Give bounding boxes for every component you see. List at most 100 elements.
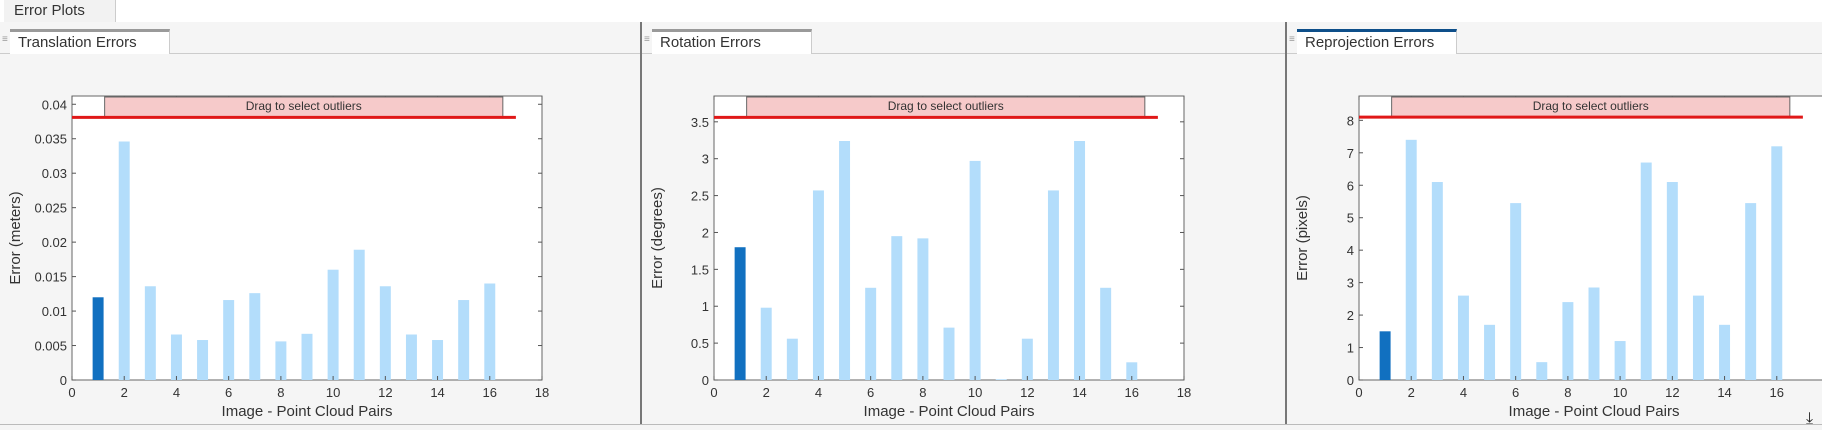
- bar-5[interactable]: [839, 140, 851, 380]
- bar-8[interactable]: [1562, 302, 1574, 380]
- bar-6[interactable]: [223, 300, 235, 380]
- bar-8[interactable]: [917, 238, 929, 380]
- panel-divider[interactable]: [640, 22, 642, 424]
- panel-divider[interactable]: [1285, 22, 1287, 424]
- tab-rotation-errors[interactable]: Rotation Errors: [652, 29, 812, 54]
- bar-4[interactable]: [812, 190, 824, 380]
- y-tick-label: 0.5: [691, 336, 709, 351]
- x-tick-label: 2: [1408, 385, 1415, 400]
- bar-4[interactable]: [170, 334, 182, 380]
- y-tick-label: 0.02: [42, 235, 67, 250]
- y-tick-label: 1: [1347, 341, 1354, 356]
- bar-13[interactable]: [1047, 190, 1059, 380]
- x-tick-label: 6: [1512, 385, 1519, 400]
- bar-12[interactable]: [1666, 182, 1678, 380]
- bar-16[interactable]: [484, 283, 496, 380]
- bar-1[interactable]: [1379, 331, 1391, 380]
- bar-10[interactable]: [1614, 341, 1626, 380]
- x-tick-label: 0: [1355, 385, 1362, 400]
- bar-16[interactable]: [1126, 362, 1138, 380]
- translation-errors-panel: ≡ Translation Errors 0 2 4 6 8 10 12 14 16 18 0 0.0…: [0, 22, 640, 424]
- y-axis-label: Error (pixels): [1294, 195, 1311, 281]
- bar-4[interactable]: [1457, 295, 1469, 380]
- x-tick-label: 14: [1717, 385, 1731, 400]
- bar-14[interactable]: [1074, 140, 1086, 380]
- bar-1[interactable]: [734, 247, 746, 380]
- y-tick-label: 2.5: [691, 189, 709, 204]
- bar-7[interactable]: [249, 293, 261, 380]
- bar-7[interactable]: [1536, 362, 1548, 380]
- y-tick-label: 1.5: [691, 262, 709, 277]
- y-tick-label: 0.03: [42, 166, 67, 181]
- y-tick-label: 7: [1347, 146, 1354, 161]
- bar-9[interactable]: [1588, 287, 1600, 380]
- bar-5[interactable]: [1484, 324, 1496, 380]
- download-icon[interactable]: ⤓: [1806, 410, 1814, 427]
- x-tick-label: 14: [1072, 385, 1086, 400]
- bar-10[interactable]: [969, 160, 981, 380]
- x-tick-label: 0: [68, 385, 75, 400]
- tab-reprojection-errors[interactable]: Reprojection Errors: [1297, 29, 1457, 54]
- bar-9[interactable]: [943, 327, 955, 380]
- bar-7[interactable]: [891, 236, 903, 380]
- bar-15[interactable]: [1745, 203, 1757, 380]
- bar-2[interactable]: [1405, 139, 1417, 380]
- tab-translation-errors[interactable]: Translation Errors: [10, 29, 170, 54]
- y-tick-label: 4: [1347, 243, 1354, 258]
- bar-9[interactable]: [301, 333, 313, 380]
- bar-8[interactable]: [275, 341, 287, 380]
- bar-15[interactable]: [458, 300, 470, 380]
- bar-3[interactable]: [144, 286, 156, 380]
- bar-6[interactable]: [1510, 203, 1522, 380]
- bar-12[interactable]: [1021, 338, 1033, 380]
- bar-11[interactable]: [995, 379, 1007, 380]
- x-tick-label: 2: [121, 385, 128, 400]
- drag-outlier-label: Drag to select outliers: [246, 99, 362, 113]
- bar-5[interactable]: [197, 340, 209, 380]
- bar-11[interactable]: [353, 249, 365, 380]
- bar-13[interactable]: [405, 334, 417, 380]
- x-tick-label: 16: [1125, 385, 1139, 400]
- x-tick-label: 8: [919, 385, 926, 400]
- bar-16[interactable]: [1771, 146, 1783, 380]
- x-axis-label: Image - Point Cloud Pairs: [222, 403, 393, 420]
- x-axis-label: Image - Point Cloud Pairs: [1509, 403, 1680, 420]
- x-tick-label: 6: [225, 385, 232, 400]
- y-axis-label: Error (degrees): [649, 187, 666, 289]
- x-axis-label: Image - Point Cloud Pairs: [864, 403, 1035, 420]
- bar-3[interactable]: [786, 338, 798, 380]
- bar-10[interactable]: [327, 269, 339, 380]
- bar-11[interactable]: [1640, 162, 1652, 380]
- x-tick-label: 18: [1177, 385, 1191, 400]
- y-tick-label: 3.5: [691, 115, 709, 130]
- bar-2[interactable]: [118, 141, 130, 380]
- bar-14[interactable]: [1719, 324, 1731, 380]
- bar-6[interactable]: [865, 287, 877, 380]
- y-tick-label: 0.035: [34, 132, 67, 147]
- y-tick-label: 1: [702, 299, 709, 314]
- bar-14[interactable]: [432, 340, 444, 380]
- bar-chart: 024681012141618012345678Image - Point Cl…: [1294, 95, 1822, 420]
- tab-error-plots[interactable]: Error Plots: [4, 0, 116, 22]
- drag-grip-icon[interactable]: ≡: [644, 34, 650, 45]
- x-tick-label: 6: [867, 385, 874, 400]
- reprojection-errors-panel: ≡ Reprojection Errors 024681012141618012…: [1287, 22, 1822, 424]
- y-tick-label: 0.01: [42, 304, 67, 319]
- bar-2[interactable]: [760, 307, 772, 380]
- y-tick-label: 0.005: [34, 339, 67, 354]
- x-tick-label: 4: [815, 385, 822, 400]
- x-tick-label: 18: [535, 385, 549, 400]
- x-tick-label: 16: [1770, 385, 1784, 400]
- x-tick-label: 14: [430, 385, 444, 400]
- y-tick-label: 3: [1347, 276, 1354, 291]
- bar-12[interactable]: [379, 286, 391, 380]
- y-tick-label: 3: [702, 152, 709, 167]
- bar-15[interactable]: [1100, 287, 1112, 380]
- bar-13[interactable]: [1692, 295, 1704, 380]
- y-tick-label: 0.025: [34, 201, 67, 216]
- drag-grip-icon[interactable]: ≡: [2, 34, 8, 45]
- bar-3[interactable]: [1431, 182, 1443, 380]
- x-tick-label: 10: [1613, 385, 1627, 400]
- drag-grip-icon[interactable]: ≡: [1289, 34, 1295, 45]
- bar-1[interactable]: [92, 297, 104, 380]
